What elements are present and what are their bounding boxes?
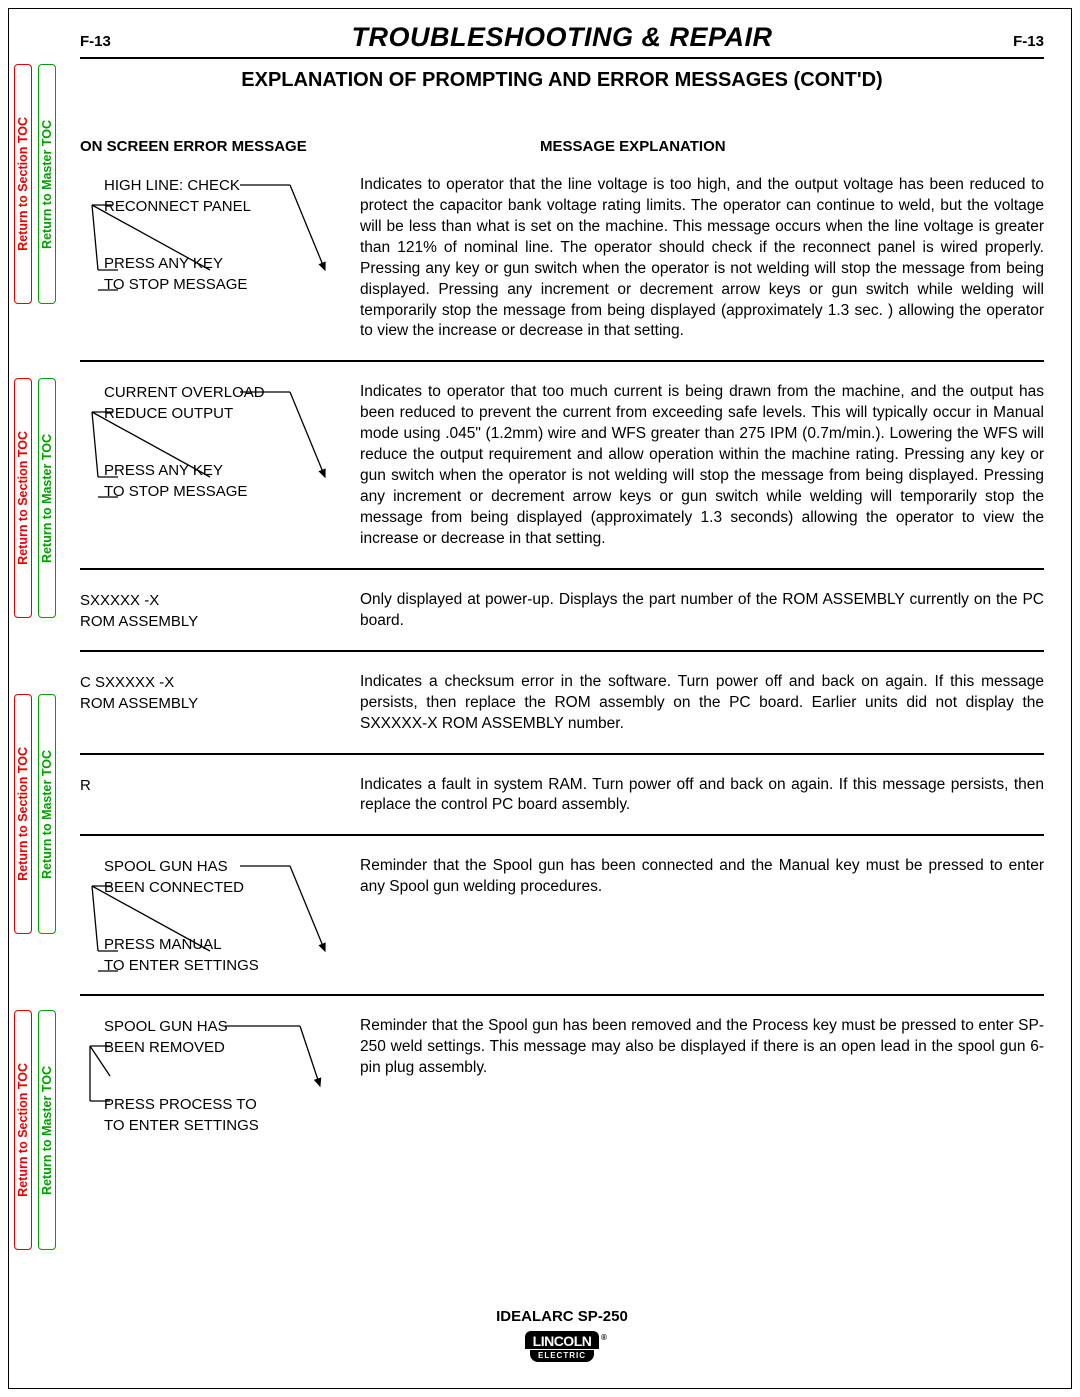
error-entry: SXXXXX -XROM ASSEMBLYOnly displayed at p… xyxy=(80,570,1044,652)
msg-line: CURRENT OVERLOAD xyxy=(104,382,350,403)
side-tab-master[interactable]: Return to Master TOC xyxy=(38,378,56,618)
error-entry: SPOOL GUN HASBEEN CONNECTED PRESS MANUALT… xyxy=(80,836,1044,996)
message-explanation: Indicates a fault in system RAM. Turn po… xyxy=(360,775,1044,817)
footer: IDEALARC SP-250 LINCOLN® ELECTRIC xyxy=(80,1308,1044,1363)
page-content: F-13 TROUBLESHOOTING & REPAIR F-13 EXPLA… xyxy=(80,22,1044,1377)
side-tab-section[interactable]: Return to Section TOC xyxy=(14,1010,32,1250)
model-name: IDEALARC SP-250 xyxy=(80,1308,1044,1325)
error-message-block: CURRENT OVERLOADREDUCE OUTPUT PRESS ANY K… xyxy=(80,382,360,549)
msg-line: PRESS ANY KEY xyxy=(104,253,350,274)
msg-line: PRESS PROCESS TO xyxy=(104,1094,350,1115)
header-row: F-13 TROUBLESHOOTING & REPAIR F-13 xyxy=(80,22,1044,59)
msg-line: SXXXXX -X xyxy=(80,590,350,611)
error-message-block: SPOOL GUN HASBEEN CONNECTED PRESS MANUALT… xyxy=(80,856,360,976)
error-message-block: SXXXXX -XROM ASSEMBLY xyxy=(80,590,360,632)
message-explanation: Reminder that the Spool gun has been rem… xyxy=(360,1016,1044,1136)
lincoln-logo: LINCOLN® ELECTRIC xyxy=(525,1331,600,1362)
msg-line: PRESS ANY KEY xyxy=(104,460,350,481)
error-message-block: C SXXXXX -XROM ASSEMBLY xyxy=(80,672,360,735)
message-explanation: Only displayed at power-up. Displays the… xyxy=(360,590,1044,632)
column-headers: ON SCREEN ERROR MESSAGE MESSAGE EXPLANAT… xyxy=(80,138,1044,155)
msg-line: BEEN REMOVED xyxy=(104,1037,350,1058)
error-entry: HIGH LINE: CHECKRECONNECT PANEL PRESS ANY… xyxy=(80,155,1044,362)
msg-line: R xyxy=(80,775,350,796)
column-header-right: MESSAGE EXPLANATION xyxy=(360,138,1044,155)
error-message-block: R xyxy=(80,775,360,817)
main-title: TROUBLESHOOTING & REPAIR xyxy=(351,22,772,53)
logo-top-text: LINCOLN® xyxy=(525,1331,600,1349)
msg-line: PRESS MANUAL xyxy=(104,934,350,955)
side-tab-master[interactable]: Return to Master TOC xyxy=(38,1010,56,1250)
error-message-block: SPOOL GUN HASBEEN REMOVED PRESS PROCESS T… xyxy=(80,1016,360,1136)
message-explanation: Indicates to operator that too much curr… xyxy=(360,382,1044,549)
msg-line: TO STOP MESSAGE xyxy=(104,481,350,502)
msg-line: RECONNECT PANEL xyxy=(104,196,350,217)
message-explanation: Indicates to operator that the line volt… xyxy=(360,175,1044,342)
error-message-block: HIGH LINE: CHECKRECONNECT PANEL PRESS ANY… xyxy=(80,175,360,342)
msg-line: ROM ASSEMBLY xyxy=(80,693,350,714)
sub-title: EXPLANATION OF PROMPTING AND ERROR MESSA… xyxy=(80,69,1044,92)
msg-line: SPOOL GUN HAS xyxy=(104,856,350,877)
msg-line: C SXXXXX -X xyxy=(80,672,350,693)
msg-line: REDUCE OUTPUT xyxy=(104,403,350,424)
side-tab-master[interactable]: Return to Master TOC xyxy=(38,694,56,934)
entries-list: HIGH LINE: CHECKRECONNECT PANEL PRESS ANY… xyxy=(80,155,1044,1154)
msg-line: TO STOP MESSAGE xyxy=(104,274,350,295)
side-tab-section[interactable]: Return to Section TOC xyxy=(14,694,32,934)
page-number-left: F-13 xyxy=(80,33,111,50)
message-explanation: Reminder that the Spool gun has been con… xyxy=(360,856,1044,976)
error-entry: SPOOL GUN HASBEEN REMOVED PRESS PROCESS T… xyxy=(80,996,1044,1154)
side-tab-section[interactable]: Return to Section TOC xyxy=(14,378,32,618)
msg-line: BEEN CONNECTED xyxy=(104,877,350,898)
msg-line: ROM ASSEMBLY xyxy=(80,611,350,632)
msg-line: HIGH LINE: CHECK xyxy=(104,175,350,196)
msg-line: SPOOL GUN HAS xyxy=(104,1016,350,1037)
error-entry: R Indicates a fault in system RAM. Turn p… xyxy=(80,755,1044,837)
error-entry: CURRENT OVERLOADREDUCE OUTPUT PRESS ANY K… xyxy=(80,362,1044,569)
error-entry: C SXXXXX -XROM ASSEMBLYIndicates a check… xyxy=(80,652,1044,755)
side-tab-master[interactable]: Return to Master TOC xyxy=(38,64,56,304)
msg-line: TO ENTER SETTINGS xyxy=(104,1115,350,1136)
logo-bottom-text: ELECTRIC xyxy=(530,1350,594,1362)
side-tab-section[interactable]: Return to Section TOC xyxy=(14,64,32,304)
page-number-right: F-13 xyxy=(1013,33,1044,50)
message-explanation: Indicates a checksum error in the softwa… xyxy=(360,672,1044,735)
msg-line: TO ENTER SETTINGS xyxy=(104,955,350,976)
column-header-left: ON SCREEN ERROR MESSAGE xyxy=(80,138,360,155)
